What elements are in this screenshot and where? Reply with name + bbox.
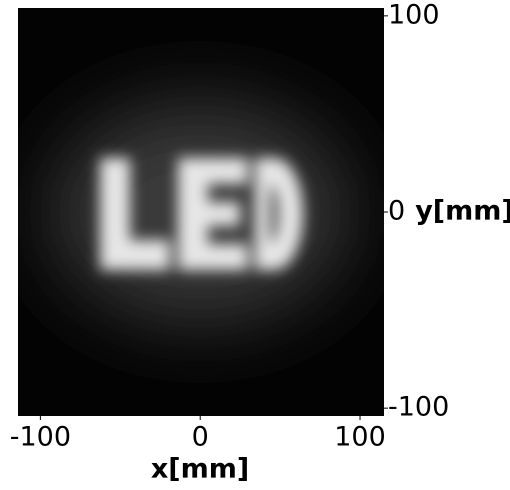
y-axis-label: y[mm] xyxy=(415,196,510,227)
x-tick-label: 0 xyxy=(192,422,209,453)
image-letters xyxy=(100,158,303,270)
x-tick-label: -100 xyxy=(10,422,71,453)
y-tick-label: 100 xyxy=(388,0,440,30)
x-axis-label: x[mm] xyxy=(151,454,249,485)
y-tick-label: -100 xyxy=(388,392,449,423)
y-tick-label: 0 xyxy=(388,196,405,227)
x-tick-label: 100 xyxy=(334,422,386,453)
image xyxy=(18,8,384,416)
